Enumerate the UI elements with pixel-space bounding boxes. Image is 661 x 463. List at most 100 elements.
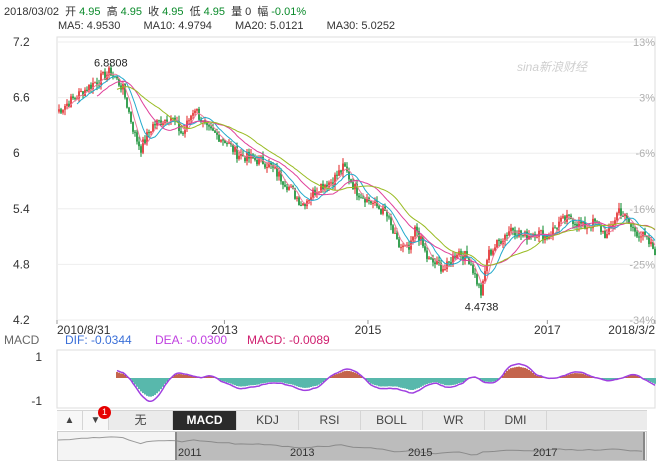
candle-body (358, 195, 360, 198)
candle-body (140, 146, 142, 153)
price-chart[interactable]: 7.2 13% 6.6 3% 6 -6% 5.4 -16% 4.8 -25% 4.2 -34% 2010… (0, 0, 661, 410)
range-navigator[interactable]: 2011 2013 2015 2017 (57, 431, 647, 461)
close-value: 4.95 (162, 6, 184, 18)
candle-body (606, 234, 608, 239)
candle-body (286, 186, 288, 190)
candle-body (436, 260, 438, 265)
candle-body (540, 230, 542, 232)
indicator-tabs: ▲ ▼ 1 无 MACD KDJ RSI BOLL WR DMI (57, 406, 647, 430)
candle-body (136, 132, 138, 142)
candle-body (174, 117, 176, 122)
tab-rsi[interactable]: RSI (299, 411, 361, 430)
candle-body (452, 255, 454, 265)
tab-none[interactable]: 无 (109, 411, 173, 430)
candle-body (356, 184, 358, 196)
x-tick-label: 2018/3/2 (608, 323, 655, 337)
candle-body (456, 254, 458, 259)
expand-up-button[interactable]: ▲ (57, 411, 83, 430)
candle-body (268, 162, 270, 168)
candle-body (422, 236, 424, 247)
tab-macd[interactable]: MACD (173, 411, 237, 430)
tab-wr[interactable]: WR (423, 411, 485, 430)
candle-body (144, 139, 146, 144)
candle-body (576, 224, 578, 227)
candle-body (276, 167, 278, 177)
right-pct-tick-label: 3% (639, 93, 655, 105)
candle-body (464, 251, 466, 260)
candle-body (650, 241, 652, 245)
candle-body (266, 167, 268, 169)
candle-body (602, 230, 604, 232)
candle-body (484, 271, 486, 281)
candle-body (614, 220, 616, 225)
candle-body (510, 227, 512, 232)
candle-body (446, 261, 448, 270)
candle-body (476, 273, 478, 285)
candle-body (306, 200, 308, 207)
candle-body (624, 214, 626, 217)
candle-body (392, 225, 394, 234)
candle-body (554, 227, 556, 229)
candle-body (66, 103, 68, 106)
candle-body (340, 170, 342, 173)
candle-body (310, 197, 312, 201)
candle-body (308, 200, 310, 202)
candle-body (498, 239, 500, 242)
candle-body (72, 96, 74, 99)
collapse-down-button[interactable]: ▼ 1 (83, 406, 111, 430)
candle-body (444, 269, 446, 271)
candle-body (594, 218, 596, 222)
candle-body (504, 235, 506, 241)
candle-body (382, 206, 384, 214)
candle-body (260, 156, 262, 158)
x-tick-label: 2010/8/31 (57, 323, 111, 337)
price-annotation: 4.4738 (465, 302, 499, 314)
tab-dmi[interactable]: DMI (485, 411, 547, 430)
candle-body (264, 164, 266, 168)
ma5-line (66, 72, 656, 285)
candle-body (154, 124, 156, 126)
candle-body (150, 131, 152, 133)
navigator-selection[interactable] (175, 432, 645, 460)
moving-average-legend: MA5: 4.9530 MA10: 4.9794 MA20: 5.0121 MA… (58, 20, 415, 32)
candle-body (432, 258, 434, 263)
candle-body (608, 227, 610, 235)
candle-body (652, 241, 654, 249)
candle-body (512, 227, 514, 231)
candle-body (256, 159, 258, 165)
candle-body (648, 236, 650, 245)
candle-body (490, 249, 492, 255)
candle-body (86, 89, 88, 92)
candle-body (158, 120, 160, 122)
candle-body (492, 250, 494, 255)
candle-body (222, 139, 224, 141)
tab-kdj[interactable]: KDJ (237, 411, 299, 430)
candle-body (294, 188, 296, 199)
candle-body (506, 235, 508, 237)
candle-body (162, 123, 164, 126)
navigator-label-2015: 2015 (408, 447, 433, 459)
candle-body (206, 123, 208, 126)
candle-body (360, 197, 362, 199)
candle-body (396, 232, 398, 240)
candle-body (128, 107, 130, 112)
candle-body (430, 257, 432, 259)
candle-body (112, 75, 114, 77)
candle-body (182, 132, 184, 134)
candle-body (434, 262, 436, 265)
candle-body (68, 103, 70, 107)
candle-body (170, 117, 172, 123)
watermark-logo: sina新浪财经 (517, 60, 588, 74)
candle-body (556, 227, 558, 229)
candle-body (448, 261, 450, 263)
low-value: 4.95 (203, 6, 225, 18)
candle-body (64, 105, 66, 110)
candle-body (146, 132, 148, 144)
candle-body (198, 108, 200, 120)
candle-body (254, 158, 256, 160)
candle-body (558, 221, 560, 229)
tab-boll[interactable]: BOLL (361, 411, 423, 430)
candle-body (618, 208, 620, 214)
candle-body (568, 214, 570, 216)
candle-body (380, 208, 382, 214)
